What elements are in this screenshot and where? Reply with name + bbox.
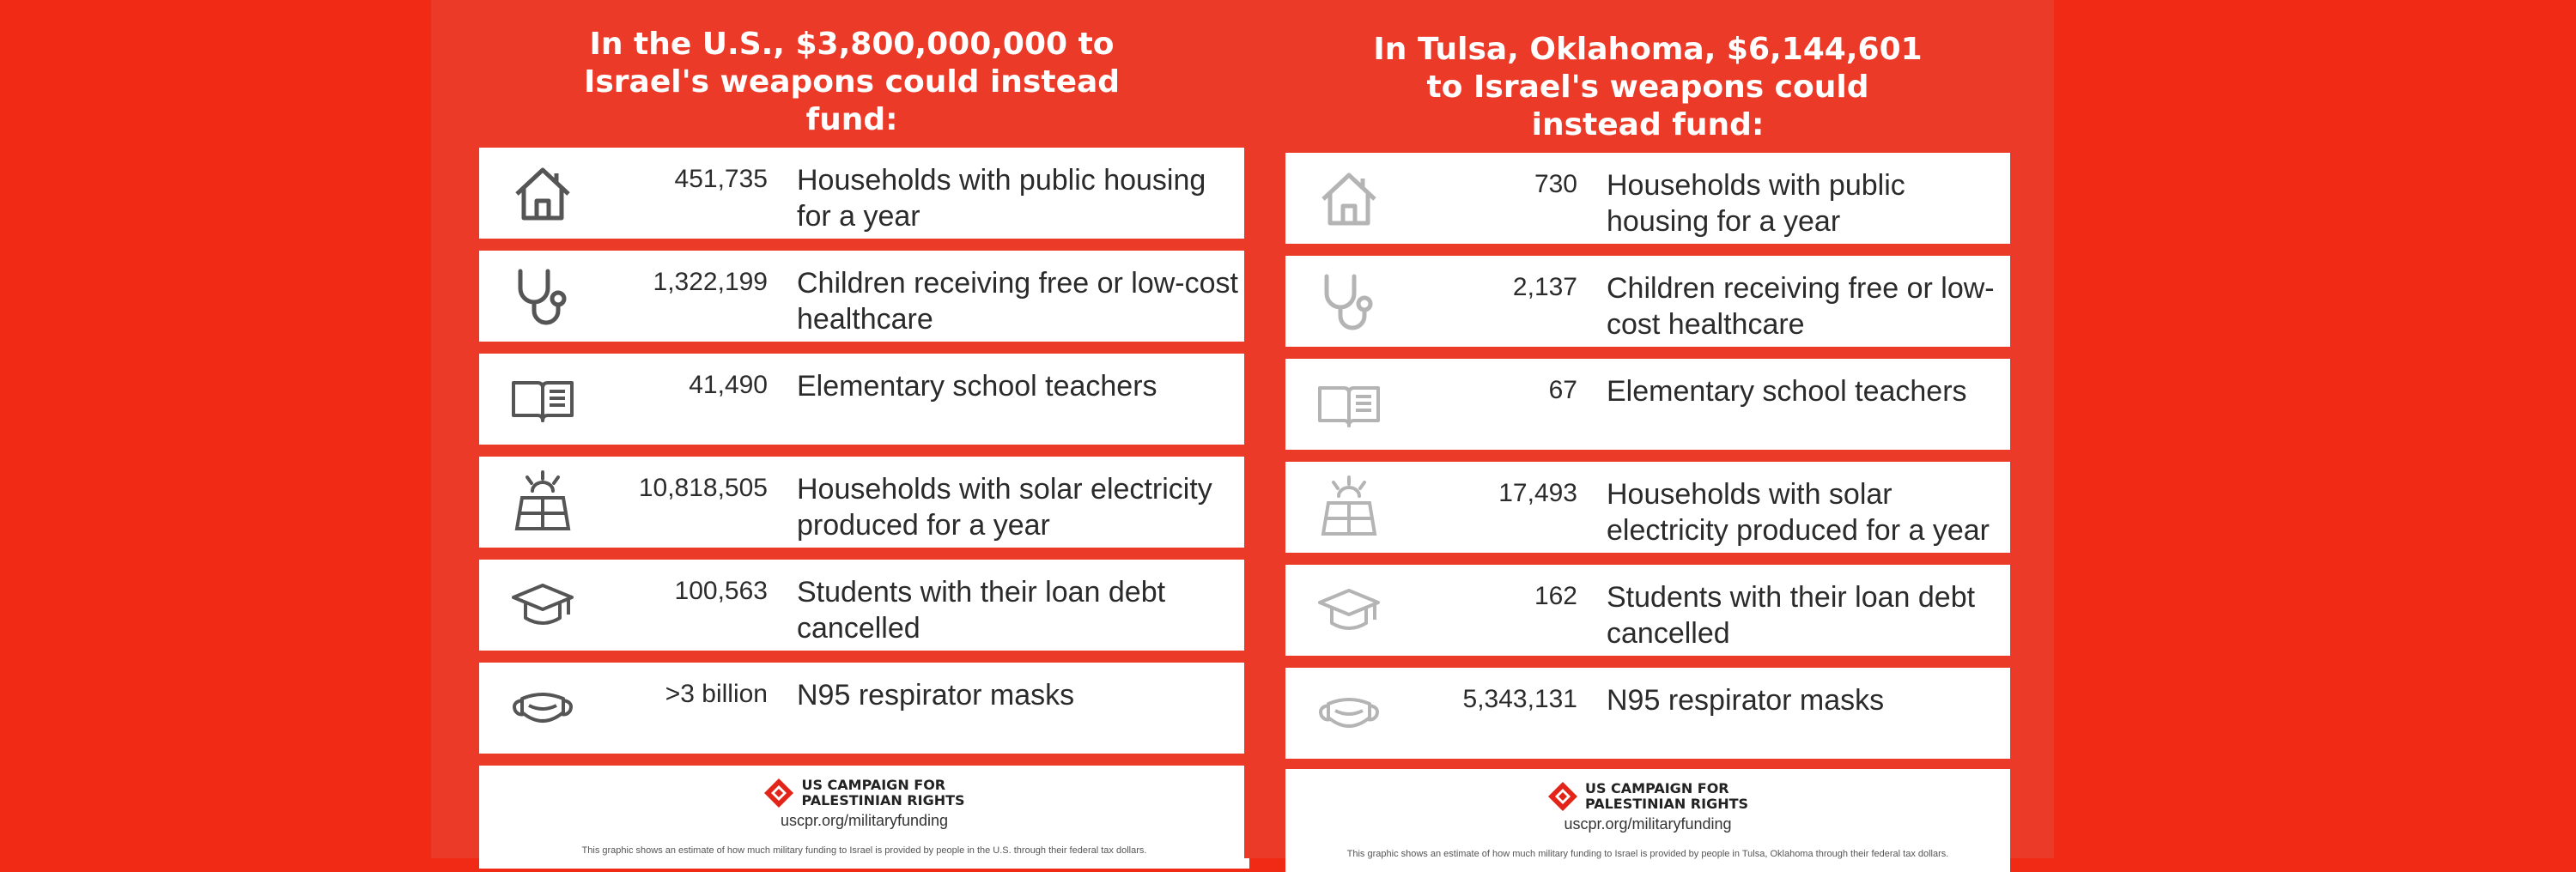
heading-line: In Tulsa, Oklahoma, $6,144,601: [1373, 32, 1923, 67]
stat-description: Children receiving free or low-cost heal…: [1607, 272, 1995, 341]
stat-description: N95 respirator masks: [1607, 684, 1885, 717]
heading-line: fund:: [805, 102, 898, 137]
stat-card-masks: 5,343,131 N95 respirator masks: [1285, 668, 2010, 759]
stat-card-healthcare: 1,322,199 Children receiving free or low…: [479, 251, 1249, 342]
stat-description: N95 respirator masks: [797, 679, 1075, 712]
footer-fine-print: This graphic shows an estimate of how mu…: [1346, 849, 1949, 859]
panel-heading: In the U.S., $3,800,000,000 to Israel's …: [465, 26, 1238, 139]
org-name-line: PALESTINIAN RIGHTS: [801, 792, 965, 808]
diamond-logo-icon: [764, 778, 794, 808]
face-mask-icon: [1315, 680, 1383, 748]
us-panel: In the U.S., $3,800,000,000 to Israel's …: [431, 0, 1249, 869]
stat-number: 100,563: [674, 577, 768, 605]
footer-card: US CAMPAIGN FOR PALESTINIAN RIGHTS uscpr…: [1285, 769, 2010, 872]
stat-number: 10,818,505: [638, 474, 768, 502]
stat-card-housing: 451,735 Households with public housing f…: [479, 148, 1249, 239]
stat-card-solar: 10,818,505 Households with solar electri…: [479, 457, 1249, 548]
footer-card: US CAMPAIGN FOR PALESTINIAN RIGHTS uscpr…: [479, 766, 1249, 869]
graduation-cap-icon: [508, 572, 577, 640]
uscpr-logo: US CAMPAIGN FOR PALESTINIAN RIGHTS: [1285, 781, 2010, 812]
uscpr-logo: US CAMPAIGN FOR PALESTINIAN RIGHTS: [479, 778, 1249, 808]
stat-number: 730: [1534, 170, 1577, 198]
stat-description: Elementary school teachers: [797, 370, 1157, 403]
stat-card-housing: 730 Households with public housing for a…: [1285, 153, 2010, 244]
stat-number: 41,490: [689, 371, 768, 399]
stat-description: Elementary school teachers: [1607, 375, 1967, 408]
stat-description: Students with their loan debt cancelled: [797, 576, 1166, 645]
stat-description: Households with solar electricity produc…: [1607, 478, 1990, 547]
diamond-logo-icon: [1547, 782, 1577, 811]
footer-url[interactable]: uscpr.org/militaryfunding: [780, 812, 949, 829]
heading-line: instead fund:: [1531, 107, 1765, 142]
stethoscope-icon: [508, 263, 577, 331]
org-name-line: US CAMPAIGN FOR: [1584, 780, 1729, 796]
house-icon: [508, 160, 577, 228]
heading-line: In the U.S., $3,800,000,000 to: [589, 27, 1115, 62]
face-mask-icon: [508, 675, 577, 743]
stethoscope-icon: [1315, 268, 1383, 336]
stat-card-teachers: 41,490 Elementary school teachers: [479, 354, 1249, 445]
stat-number: >3 billion: [665, 680, 768, 708]
book-icon: [508, 366, 577, 434]
stat-number: 162: [1534, 582, 1577, 610]
stat-number: 451,735: [674, 165, 768, 193]
stat-description: Students with their loan debt cancelled: [1607, 581, 1976, 650]
stat-description: Households with public housing for a yea…: [797, 164, 1206, 233]
stat-description: Households with solar electricity produc…: [797, 473, 1212, 542]
heading-line: to Israel's weapons could: [1426, 70, 1869, 105]
tulsa-panel: In Tulsa, Oklahoma, $6,144,601 to Israel…: [1244, 0, 2054, 872]
org-name-line: US CAMPAIGN FOR: [801, 777, 946, 793]
panel-heading: In Tulsa, Oklahoma, $6,144,601 to Israel…: [1279, 31, 2017, 144]
house-icon: [1315, 165, 1383, 233]
org-name-line: PALESTINIAN RIGHTS: [1584, 796, 1749, 812]
stat-card-healthcare: 2,137 Children receiving free or low-cos…: [1285, 256, 2010, 347]
stat-number: 5,343,131: [1462, 685, 1577, 713]
stat-number: 17,493: [1498, 479, 1577, 507]
stat-description: Households with public housing for a yea…: [1607, 169, 1905, 238]
stat-card-teachers: 67 Elementary school teachers: [1285, 359, 2010, 450]
stat-number: 67: [1548, 376, 1577, 404]
stat-number: 1,322,199: [653, 268, 768, 296]
footer-url[interactable]: uscpr.org/militaryfunding: [1564, 815, 1732, 833]
stat-card-masks: >3 billion N95 respirator masks: [479, 663, 1249, 754]
stat-card-students: 100,563 Students with their loan debt ca…: [479, 560, 1249, 651]
solar-panel-icon: [508, 469, 577, 537]
footer-fine-print: This graphic shows an estimate of how mu…: [581, 845, 1147, 856]
stat-number: 2,137: [1512, 273, 1577, 301]
stat-description: Children receiving free or low-cost heal…: [797, 267, 1238, 336]
stat-card-solar: 17,493 Households with solar electricity…: [1285, 462, 2010, 553]
heading-line: Israel's weapons could instead: [583, 64, 1121, 100]
book-icon: [1315, 371, 1383, 439]
solar-panel-icon: [1315, 474, 1383, 542]
stat-card-students: 162 Students with their loan debt cancel…: [1285, 565, 2010, 656]
graduation-cap-icon: [1315, 577, 1383, 645]
